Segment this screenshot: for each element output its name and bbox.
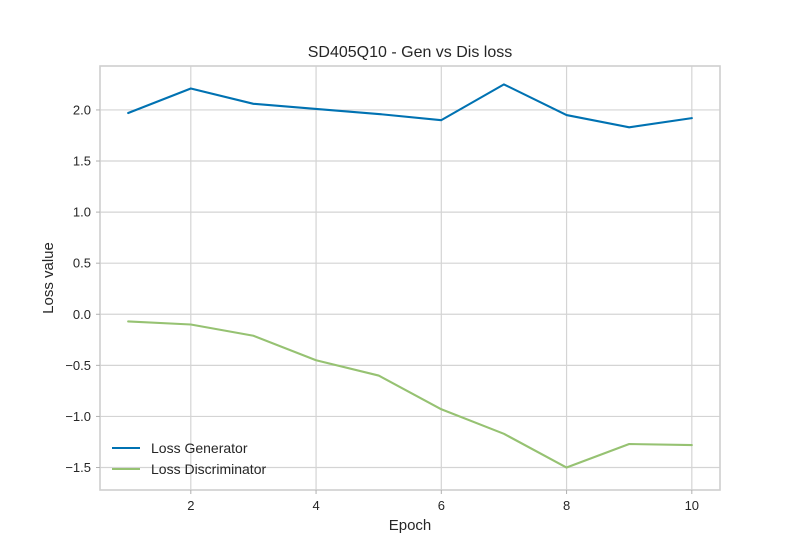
y-tick-label: 0.5 (73, 256, 91, 271)
y-tick-label: −1.5 (65, 460, 91, 475)
series-line-loss-generator (127, 83, 693, 129)
y-tick-label: −1.0 (65, 409, 91, 424)
x-axis-label: Epoch (389, 517, 432, 534)
grid-layer (100, 66, 720, 490)
x-tick-label: 4 (312, 498, 319, 513)
y-tick-label: 1.5 (73, 154, 91, 169)
series-layer (127, 83, 693, 469)
y-tick-labels: −1.5 −1.0 −0.5 0.0 0.5 1.0 1.5 2.0 (65, 102, 100, 475)
chart-title: SD405Q10 - Gen vs Dis loss (308, 44, 513, 61)
legend-label-loss-discriminator: Loss Discriminator (151, 461, 266, 477)
x-tick-label: 10 (685, 498, 699, 513)
y-tick-label: 1.0 (73, 205, 91, 220)
x-tick-labels: 2 4 6 8 10 (187, 490, 699, 513)
series-line-loss-discriminator (127, 320, 693, 469)
x-tick-label: 6 (438, 498, 445, 513)
plot-frame (99, 65, 721, 491)
y-tick-label: 2.0 (73, 102, 91, 117)
x-tick-label: 8 (563, 498, 570, 513)
x-tick-label: 2 (187, 498, 194, 513)
y-axis-label: Loss value (40, 242, 57, 314)
y-tick-label: 0.0 (73, 307, 91, 322)
legend: Loss Generator Loss Discriminator (112, 440, 266, 477)
legend-label-loss-generator: Loss Generator (151, 440, 248, 456)
y-tick-label: −0.5 (65, 358, 91, 373)
